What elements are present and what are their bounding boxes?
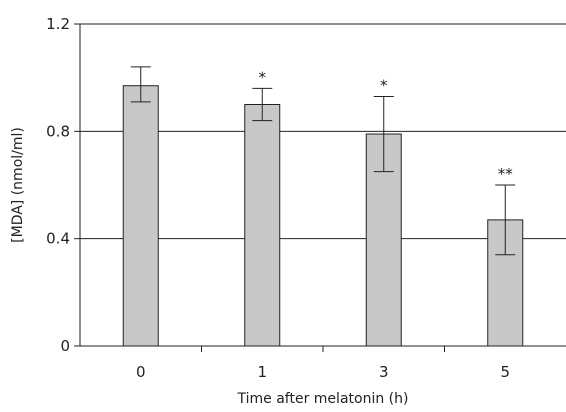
x-tick-label-0: 0 — [136, 363, 146, 381]
x-tick-label-3: 5 — [500, 363, 510, 381]
gridlines — [80, 23, 566, 240]
axes — [74, 23, 566, 352]
y-tick-labels: 0 0.4 0.8 1.2 — [46, 15, 70, 355]
error-bars — [130, 66, 516, 256]
x-axis-title: Time after melatonin (h) — [237, 391, 409, 407]
y-tick-label-0: 0 — [60, 337, 70, 355]
x-tick-label-2: 3 — [379, 363, 389, 381]
y-tick-label-2: 0.8 — [46, 122, 70, 140]
y-tick-label-3: 1.2 — [46, 15, 70, 33]
x-tick-label-1: 1 — [257, 363, 267, 381]
x-tick-labels: 0 1 3 5 — [136, 363, 510, 381]
significance-marks: * *** — [259, 68, 514, 183]
bars — [122, 85, 524, 347]
significance-mark-3: * — [380, 76, 388, 94]
y-tick-label-1: 0.4 — [46, 230, 70, 248]
significance-mark-5: ** — [498, 165, 514, 183]
y-axis-title: [MDA] (nmol/ml) — [10, 127, 26, 243]
bar-1 — [244, 104, 281, 347]
bar-0 — [122, 85, 159, 347]
significance-mark-1: * — [259, 68, 267, 86]
